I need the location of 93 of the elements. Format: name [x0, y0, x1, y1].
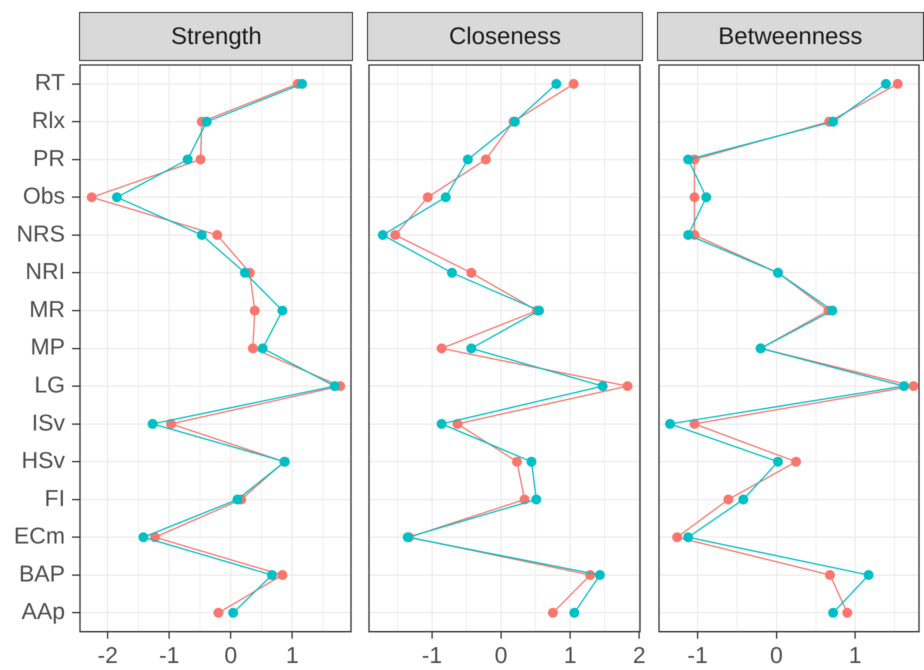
point	[422, 192, 433, 202]
y-tick-label: LG	[34, 371, 65, 398]
point	[569, 608, 580, 618]
y-tick-label: Obs	[22, 182, 65, 209]
x-tick-label: 0	[224, 642, 238, 668]
point	[683, 230, 694, 240]
point	[138, 532, 148, 542]
point	[446, 268, 457, 278]
y-tick-label: RT	[34, 69, 65, 96]
point	[683, 532, 694, 542]
point	[622, 381, 633, 392]
point	[568, 78, 579, 89]
y-tick-label: MP	[30, 334, 65, 360]
point	[551, 78, 562, 89]
point	[665, 418, 676, 429]
y-tick-label: NRI	[25, 258, 65, 284]
point	[594, 570, 605, 580]
point	[827, 306, 838, 316]
point	[791, 456, 802, 467]
y-tick-label: Rlx	[32, 107, 66, 134]
point	[232, 494, 242, 504]
chart-title: Betweenness	[718, 22, 862, 50]
point	[440, 192, 451, 202]
point	[772, 456, 783, 467]
point	[466, 268, 476, 278]
point	[548, 608, 558, 618]
x-tick-label: 0	[494, 642, 508, 668]
point	[864, 570, 874, 580]
point	[598, 381, 608, 392]
point	[526, 456, 536, 467]
y-tick-label: PR	[33, 144, 65, 171]
point	[436, 343, 447, 354]
point	[899, 381, 910, 392]
point	[297, 78, 308, 89]
point	[277, 306, 288, 316]
point	[258, 343, 268, 354]
point	[248, 343, 258, 354]
point	[378, 230, 388, 240]
point	[250, 306, 260, 316]
chart-title: Closeness	[448, 22, 562, 50]
y-tick-label: HSv	[22, 447, 66, 474]
point	[723, 494, 734, 504]
y-tick-label: BAP	[18, 560, 65, 586]
point	[240, 268, 250, 278]
x-tick-label: 0	[770, 642, 783, 668]
point	[213, 608, 224, 618]
y-tick-label: MR	[29, 296, 65, 322]
point	[672, 532, 682, 542]
point	[908, 381, 918, 392]
point	[531, 494, 542, 504]
chart-title: Strength	[170, 22, 262, 50]
point	[828, 608, 838, 618]
point	[212, 230, 222, 240]
point	[182, 154, 193, 164]
point	[534, 306, 544, 316]
y-tick-label: AAp	[22, 598, 65, 624]
point	[148, 418, 158, 429]
x-tick-label: -1	[687, 642, 708, 668]
point	[512, 456, 522, 467]
point	[880, 78, 891, 89]
y-tick-label: FI	[44, 484, 65, 511]
x-tick-label: 1	[848, 642, 862, 668]
point	[462, 154, 473, 164]
point	[480, 154, 491, 164]
point	[436, 418, 447, 429]
point	[683, 154, 694, 164]
point	[266, 570, 277, 580]
x-tick-label: -2	[97, 642, 118, 668]
point	[86, 192, 97, 202]
point	[330, 381, 340, 392]
point	[701, 192, 712, 202]
point	[466, 343, 476, 354]
point	[824, 570, 835, 580]
point	[892, 78, 903, 89]
point	[738, 494, 748, 504]
point	[277, 570, 288, 580]
point	[228, 608, 238, 618]
point	[196, 154, 206, 164]
point	[112, 192, 122, 202]
x-tick-label: -1	[422, 642, 442, 668]
x-tick-label: -1	[158, 642, 180, 668]
y-tick-label: NRS	[16, 220, 65, 246]
x-tick-label: 1	[564, 642, 577, 668]
y-tick-label: ECm	[14, 522, 65, 549]
point	[390, 230, 400, 240]
point	[828, 116, 838, 127]
x-tick-label: 1	[286, 642, 299, 668]
point	[202, 116, 212, 127]
point	[196, 230, 207, 240]
point	[842, 608, 852, 618]
point	[689, 192, 700, 202]
x-tick-label: 2	[632, 642, 646, 668]
y-tick-label: ISv	[32, 409, 66, 436]
